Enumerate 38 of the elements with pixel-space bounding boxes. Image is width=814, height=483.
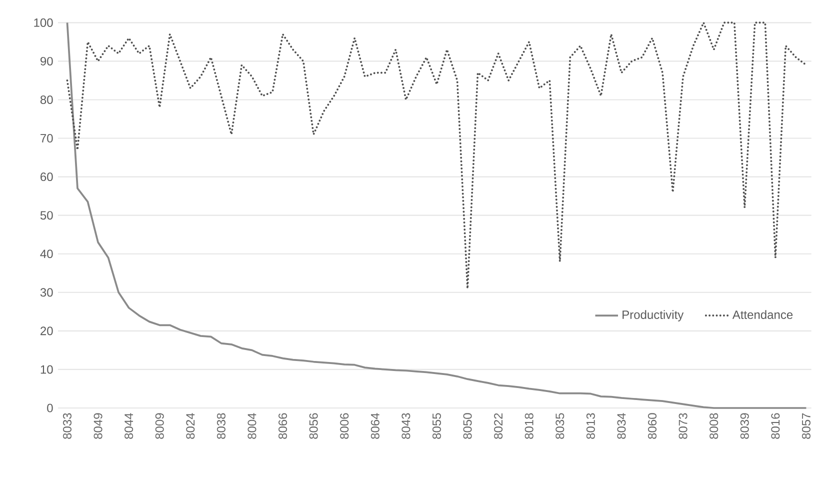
- x-tick-label: 8006: [340, 413, 349, 439]
- legend-label: Attendance: [732, 310, 793, 319]
- y-tick-label: 20: [40, 326, 53, 336]
- x-tick-label: 8066: [278, 413, 288, 439]
- y-tick-label: 40: [40, 250, 53, 258]
- y-tick-label: 50: [40, 211, 53, 220]
- x-tick-label: 8044: [124, 413, 134, 439]
- x-tick-label: 8056: [309, 413, 318, 439]
- x-tick-label: 8013: [586, 413, 595, 439]
- x-tick-label: 8016: [771, 413, 780, 439]
- x-tick-label: 8050: [463, 413, 472, 439]
- y-tick-label: 90: [40, 56, 53, 66]
- x-tick-label: 8049: [94, 413, 102, 439]
- x-tick-label: 8024: [186, 413, 195, 439]
- legend-label: Productivity: [622, 310, 684, 322]
- x-tick-label: 8022: [494, 413, 503, 439]
- x-tick-label: 8034: [617, 413, 626, 439]
- x-tick-label: 8018: [524, 413, 534, 439]
- y-tick-label: 60: [40, 172, 53, 182]
- x-tick-label: 8009: [155, 413, 164, 439]
- x-tick-label: 8073: [678, 413, 688, 439]
- x-tick-label: 8035: [556, 413, 564, 439]
- y-tick-label: 100: [34, 18, 53, 27]
- y-tick-label: 10: [40, 365, 53, 374]
- y-tick-label: 80: [40, 95, 53, 104]
- y-tick-label: 0: [47, 404, 53, 412]
- x-tick-label: 8057: [802, 413, 810, 439]
- x-tick-label: 8038: [216, 413, 226, 439]
- y-tick-label: 70: [40, 134, 53, 143]
- x-tick-label: 8064: [370, 413, 380, 439]
- x-tick-label: 8060: [648, 413, 657, 439]
- x-tick-label: 8033: [62, 413, 72, 439]
- x-tick-label: 8039: [740, 413, 749, 439]
- x-tick-label: 8004: [248, 413, 256, 439]
- x-tick-label: 8055: [432, 413, 441, 439]
- x-tick-label: 8008: [710, 413, 718, 439]
- x-tick-label: 8043: [402, 413, 410, 439]
- y-tick-label: 30: [40, 288, 53, 297]
